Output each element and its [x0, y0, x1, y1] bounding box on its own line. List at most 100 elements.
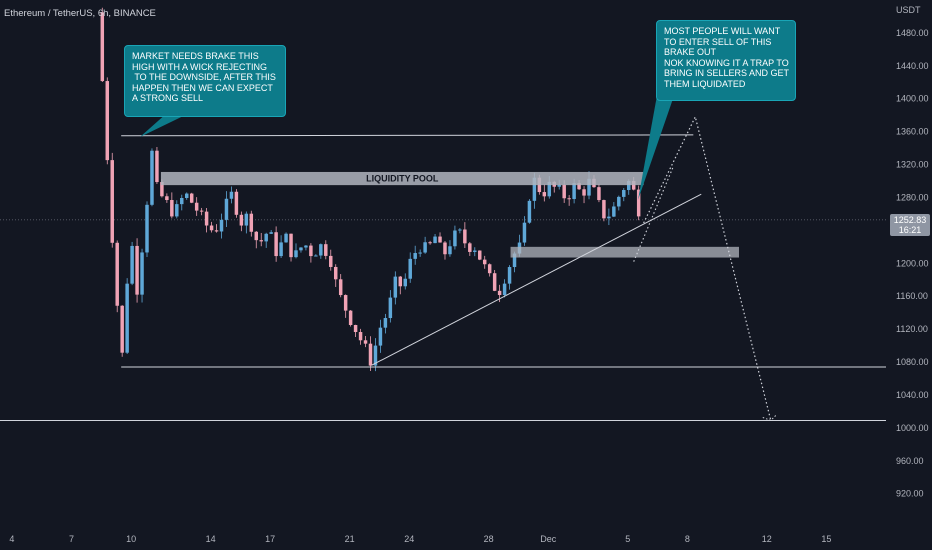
candle-body [572, 183, 576, 200]
candle-body [209, 225, 214, 231]
candle-body [607, 216, 611, 219]
candle-body [428, 242, 432, 244]
candle-body [314, 255, 318, 257]
candle-body [527, 200, 532, 223]
candle-body [423, 242, 427, 253]
y-tick-label: 920.00 [896, 489, 924, 499]
candle-body [587, 178, 591, 196]
candle-body [443, 242, 447, 255]
callout-break-high: MARKET NEEDS BRAKE THIS HIGH WITH A WICK… [124, 45, 286, 117]
candle-body [557, 184, 561, 187]
candle-body [254, 231, 259, 241]
candle-body [403, 278, 407, 287]
candle-body [522, 222, 527, 243]
candle-body [150, 150, 154, 205]
candle-body [398, 276, 403, 287]
x-tick-label: 24 [404, 534, 414, 544]
x-tick-label: 17 [265, 534, 275, 544]
x-tick-label: 5 [625, 534, 630, 544]
candle-body [622, 190, 626, 197]
candle-body [463, 229, 467, 244]
candle-body [468, 243, 472, 252]
candle-body [180, 198, 184, 205]
candle-body [294, 250, 298, 258]
candle-body [487, 264, 492, 274]
candle-body [627, 181, 631, 191]
y-tick-label: 1440.00 [896, 61, 929, 71]
candle-body [597, 187, 601, 201]
candle-body [353, 325, 358, 333]
x-tick-label: 4 [9, 534, 14, 544]
candle-body [438, 236, 442, 243]
candle-body [194, 202, 199, 211]
bar-countdown: 16:21 [898, 225, 922, 235]
candle-body [343, 295, 348, 311]
candle-body [631, 181, 636, 190]
candle-body [502, 283, 507, 296]
candle-body [577, 183, 581, 190]
candle-body [547, 181, 552, 197]
x-tick-label: 28 [484, 534, 494, 544]
axes-layer: 1480.00 1440.00 1400.00 1360.00 1320.00 1280.… [9, 28, 928, 544]
candle-body [363, 340, 368, 344]
y-tick-label: 1200.00 [896, 258, 929, 268]
projection-minor-path [633, 165, 674, 262]
candle-body [492, 273, 497, 291]
candle-body [373, 345, 378, 366]
candle-body [269, 232, 273, 234]
candle-body [135, 245, 139, 295]
lines-layer [0, 90, 886, 422]
candle-body [512, 253, 517, 268]
candle-body [482, 259, 487, 265]
last-price-value: 1252.83 [893, 215, 927, 225]
candle-body [160, 182, 164, 197]
candle-body [497, 290, 502, 296]
liquidity-pool-zone [160, 171, 644, 186]
candle-body [567, 198, 571, 200]
candle-body [433, 236, 437, 244]
y-tick-label: 960.00 [896, 456, 924, 466]
y-tick-label: 1160.00 [896, 291, 928, 301]
candle-body [274, 232, 278, 257]
candle-body [636, 189, 641, 217]
x-tick-label: 14 [206, 534, 216, 544]
x-tick-label: 7 [69, 534, 74, 544]
candle-body [582, 189, 586, 196]
candle-body [458, 229, 462, 231]
x-tick-label: 10 [126, 534, 136, 544]
candle-body [239, 214, 244, 226]
candle-body [413, 253, 417, 259]
symbol-title: Ethereum / TetherUS, 6h, BINANCE [4, 8, 156, 19]
resistance-line [121, 134, 694, 137]
candle-body [105, 81, 110, 161]
candle-body [284, 233, 288, 243]
candle-body [378, 327, 383, 346]
candle-body [214, 230, 219, 232]
candle-body [393, 276, 398, 298]
candle-body [130, 245, 134, 284]
candle-body [224, 198, 229, 220]
y-tick-label: 1000.00 [896, 423, 929, 433]
candle-body [333, 266, 338, 280]
candle-body [299, 247, 303, 251]
candle-body [110, 160, 114, 243]
candle-body [264, 233, 268, 242]
candle-body [125, 283, 129, 353]
x-tick-label: 21 [345, 534, 355, 544]
y-tick-label: 1120.00 [896, 324, 928, 334]
candle-body [100, 12, 105, 82]
ascending-trendline [371, 193, 702, 366]
projection-arrowhead [762, 414, 778, 422]
candle-body [309, 245, 313, 257]
y-tick-label: 1360.00 [896, 127, 929, 137]
callout-right-pointer [638, 90, 676, 200]
x-tick-label: 12 [762, 534, 772, 544]
candle-body [140, 252, 144, 295]
candle-body [383, 318, 388, 328]
candle-body [115, 242, 119, 306]
candle-body [289, 233, 293, 258]
candle-body [319, 244, 323, 256]
candle-body [304, 245, 308, 248]
candle-body [358, 332, 363, 341]
